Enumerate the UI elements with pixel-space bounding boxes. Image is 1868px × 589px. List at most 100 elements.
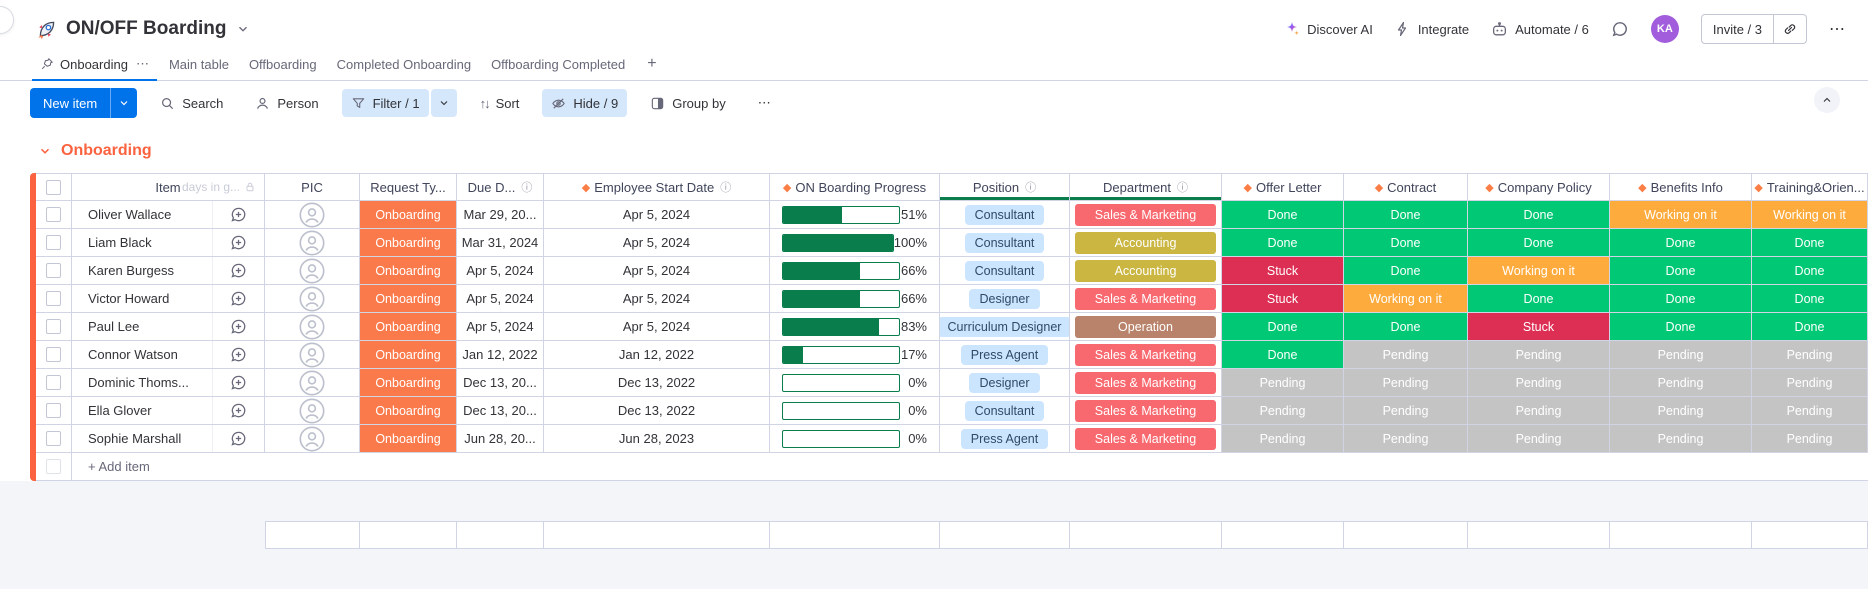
due-date-cell[interactable]: Apr 5, 2024 (457, 313, 544, 341)
status-cell-offer-letter[interactable]: Done (1222, 229, 1344, 257)
row-checkbox[interactable] (46, 431, 61, 446)
person-avatar-placeholder-icon[interactable] (299, 397, 325, 424)
status-cell-offer-letter[interactable]: Done (1222, 341, 1344, 369)
status-cell-company-policy[interactable]: Pending (1468, 369, 1610, 397)
add-update-icon[interactable] (212, 229, 264, 256)
status-cell-training[interactable]: Done (1752, 257, 1868, 285)
department-cell[interactable]: Accounting (1070, 257, 1222, 285)
add-item-button[interactable]: + Add item (72, 453, 1868, 481)
status-cell-contract[interactable]: Pending (1344, 369, 1468, 397)
column-header[interactable]: ◆ Offer Letter (1222, 173, 1344, 201)
sort-button[interactable]: ↑↓ Sort (479, 95, 520, 111)
status-cell-company-policy[interactable]: Pending (1468, 425, 1610, 453)
discover-ai-button[interactable]: Discover AI (1284, 21, 1373, 37)
status-cell-contract[interactable]: Done (1344, 257, 1468, 285)
status-cell-contract[interactable]: Done (1344, 313, 1468, 341)
invite-button[interactable]: Invite / 3 (1700, 14, 1807, 44)
info-icon[interactable]: ⓘ (720, 182, 732, 194)
request-type-cell[interactable]: Onboarding (360, 285, 457, 313)
item-cell[interactable]: Karen Burgess (72, 257, 265, 285)
status-cell-benefits-info[interactable]: Done (1610, 229, 1752, 257)
status-cell-contract[interactable]: Pending (1344, 425, 1468, 453)
column-header[interactable]: ◆ Benefits Info (1610, 173, 1752, 201)
info-icon[interactable]: ⓘ (1025, 182, 1037, 194)
start-date-cell[interactable]: Apr 5, 2024 (544, 229, 770, 257)
column-header[interactable]: Item days in g... (72, 173, 265, 201)
status-cell-training[interactable]: Done (1752, 313, 1868, 341)
item-cell[interactable]: Sophie Marshall (72, 425, 265, 453)
status-cell-company-policy[interactable]: Pending (1468, 341, 1610, 369)
status-cell-training[interactable]: Pending (1752, 369, 1868, 397)
position-cell[interactable]: Designer (940, 285, 1070, 313)
item-cell[interactable]: Connor Watson (72, 341, 265, 369)
position-cell[interactable]: Consultant (940, 397, 1070, 425)
row-checkbox[interactable] (46, 347, 61, 362)
row-checkbox-cell[interactable] (36, 341, 72, 369)
position-cell[interactable]: Designer (940, 369, 1070, 397)
position-cell[interactable]: Curriculum Designer (940, 313, 1070, 341)
row-checkbox[interactable] (46, 403, 61, 418)
status-cell-company-policy[interactable]: Pending (1468, 397, 1610, 425)
column-header[interactable]: Request Ty... (360, 173, 457, 201)
status-cell-training[interactable]: Done (1752, 285, 1868, 313)
status-cell-training[interactable]: Working on it (1752, 201, 1868, 229)
department-cell[interactable]: Operation (1070, 313, 1222, 341)
pic-cell[interactable] (265, 229, 360, 257)
status-cell-company-policy[interactable]: Done (1468, 285, 1610, 313)
status-cell-benefits-info[interactable]: Pending (1610, 397, 1752, 425)
item-name[interactable]: Ella Glover (88, 403, 152, 418)
person-avatar-placeholder-icon[interactable] (299, 369, 325, 396)
request-type-cell[interactable]: Onboarding (360, 425, 457, 453)
item-name[interactable]: Victor Howard (88, 291, 170, 306)
tab-menu-icon[interactable]: ⋯ (135, 56, 149, 71)
row-checkbox[interactable] (46, 207, 61, 222)
item-name[interactable]: Sophie Marshall (88, 431, 182, 446)
department-cell[interactable]: Sales & Marketing (1070, 341, 1222, 369)
status-cell-offer-letter[interactable]: Stuck (1222, 285, 1344, 313)
person-avatar-placeholder-icon[interactable] (299, 341, 325, 368)
row-checkbox[interactable] (46, 235, 61, 250)
select-all-checkbox[interactable] (46, 179, 61, 195)
item-cell[interactable]: Oliver Wallace (72, 201, 265, 229)
row-checkbox[interactable] (46, 319, 61, 334)
search-button[interactable]: Search (151, 89, 232, 117)
add-update-icon[interactable] (212, 425, 264, 452)
start-date-cell[interactable]: Jan 12, 2022 (544, 341, 770, 369)
request-type-cell[interactable]: Onboarding (360, 369, 457, 397)
request-type-cell[interactable]: Onboarding (360, 201, 457, 229)
view-tab[interactable]: Offboarding (239, 48, 327, 80)
row-checkbox[interactable] (46, 263, 61, 278)
info-icon[interactable]: ⓘ (521, 182, 533, 194)
board-title-group[interactable]: ON/OFF Boarding (36, 18, 250, 40)
start-date-cell[interactable]: Apr 5, 2024 (544, 285, 770, 313)
position-cell[interactable]: Consultant (940, 229, 1070, 257)
status-cell-offer-letter[interactable]: Pending (1222, 397, 1344, 425)
pic-cell[interactable] (265, 341, 360, 369)
group-by-button[interactable]: Group by (641, 89, 734, 117)
add-item-row[interactable]: + Add item (30, 453, 1868, 481)
item-name[interactable]: Liam Black (88, 235, 152, 250)
add-update-icon[interactable] (212, 257, 264, 284)
status-cell-offer-letter[interactable]: Done (1222, 201, 1344, 229)
hide-button[interactable]: Hide / 9 (542, 89, 628, 117)
collapse-header-button[interactable] (1814, 87, 1840, 113)
integrate-button[interactable]: Integrate (1395, 21, 1469, 37)
start-date-cell[interactable]: Apr 5, 2024 (544, 313, 770, 341)
item-cell[interactable]: Ella Glover (72, 397, 265, 425)
pic-cell[interactable] (265, 425, 360, 453)
add-update-icon[interactable] (212, 397, 264, 424)
item-cell[interactable]: Dominic Thoms... (72, 369, 265, 397)
status-cell-company-policy[interactable]: Working on it (1468, 257, 1610, 285)
person-avatar-placeholder-icon[interactable] (299, 425, 325, 452)
group-collapse-icon[interactable] (38, 144, 52, 158)
row-checkbox-cell[interactable] (36, 425, 72, 453)
person-avatar-placeholder-icon[interactable] (299, 229, 325, 256)
column-header[interactable]: ◆ Company Policy (1468, 173, 1610, 201)
status-cell-contract[interactable]: Done (1344, 201, 1468, 229)
status-cell-training[interactable]: Done (1752, 229, 1868, 257)
item-name[interactable]: Paul Lee (88, 319, 140, 334)
row-checkbox-cell[interactable] (36, 285, 72, 313)
due-date-cell[interactable]: Jun 28, 20... (457, 425, 544, 453)
status-cell-company-policy[interactable]: Stuck (1468, 313, 1610, 341)
status-cell-training[interactable]: Pending (1752, 341, 1868, 369)
